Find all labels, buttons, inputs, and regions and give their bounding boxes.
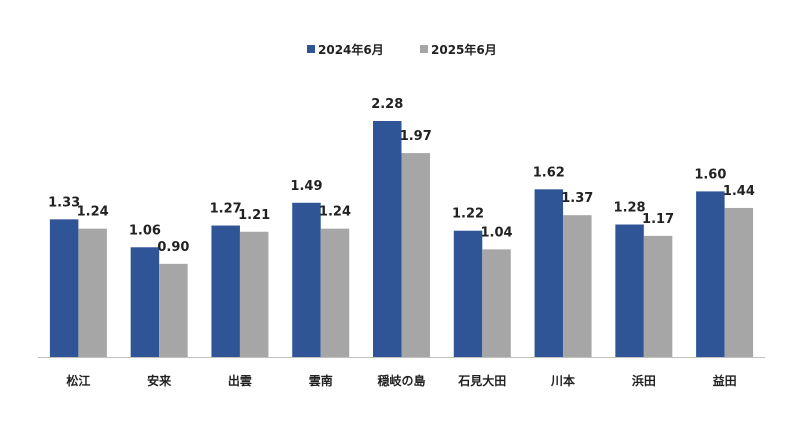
bar-2-7 <box>563 215 592 357</box>
value-label-2-7: 1.37 <box>561 191 593 206</box>
legend-label-2: 2025年6月 <box>431 42 497 57</box>
value-label-2-3: 1.21 <box>238 208 270 223</box>
legend-swatch-2 <box>420 45 428 53</box>
bar-1-1 <box>49 219 79 357</box>
bar-2-9 <box>724 207 754 357</box>
value-label-1-8: 1.28 <box>614 201 646 216</box>
category-label-4: 雲南 <box>309 373 333 388</box>
category-label-7: 川本 <box>550 373 575 388</box>
category-label-3: 出雲 <box>228 373 252 388</box>
value-label-2-1: 1.24 <box>77 205 109 220</box>
bar-1-9 <box>696 191 725 357</box>
value-label-2-5: 1.97 <box>400 129 432 144</box>
category-labels: 松江 安来 出雲 雲南 穏岐の島 石見大田 川本 浜田 益田 <box>66 373 736 388</box>
bar-1-5 <box>373 121 402 357</box>
value-label-2-8: 1.17 <box>642 212 674 227</box>
value-label-2-6: 1.04 <box>480 225 512 240</box>
value-label-1-1: 1.33 <box>48 195 80 210</box>
bar-2-5 <box>401 153 430 357</box>
bar-1-7 <box>534 189 564 357</box>
value-label-1-2: 1.06 <box>129 223 161 238</box>
value-labels: 1.331.241.060.901.271.211.491.242.281.97… <box>48 97 755 255</box>
value-label-2-4: 1.24 <box>319 205 351 220</box>
bar-1-3 <box>211 225 240 357</box>
legend-swatch-1 <box>307 45 315 53</box>
bar-2-1 <box>78 228 107 357</box>
bar-2-2 <box>159 263 188 357</box>
category-label-9: 益田 <box>713 373 737 388</box>
bar-1-4 <box>292 202 321 357</box>
category-label-6: 石見大田 <box>457 373 506 388</box>
category-label-8: 浜田 <box>632 373 656 388</box>
value-label-1-3: 1.27 <box>210 202 242 217</box>
value-label-2-9: 1.44 <box>723 184 755 199</box>
value-label-1-4: 1.49 <box>290 179 322 194</box>
value-label-1-7: 1.62 <box>533 165 565 180</box>
legend: 2024年6月 2025年6月 <box>307 42 497 57</box>
category-label-2: 安来 <box>147 373 172 388</box>
bar-2-6 <box>482 249 511 357</box>
bars <box>49 121 754 357</box>
bar-1-8 <box>615 224 644 357</box>
bar-2-8 <box>643 235 673 357</box>
legend-label-1: 2024年6月 <box>318 42 384 57</box>
value-label-1-6: 1.22 <box>452 207 484 222</box>
value-label-1-5: 2.28 <box>371 97 403 112</box>
category-label-1: 松江 <box>66 373 90 388</box>
category-label-5: 穏岐の島 <box>377 373 425 388</box>
value-label-1-9: 1.60 <box>694 167 726 182</box>
bar-1-2 <box>130 247 160 357</box>
bar-2-3 <box>239 231 269 357</box>
bar-1-6 <box>453 230 483 357</box>
value-label-2-2: 0.90 <box>157 240 189 255</box>
bar-2-4 <box>320 228 350 357</box>
